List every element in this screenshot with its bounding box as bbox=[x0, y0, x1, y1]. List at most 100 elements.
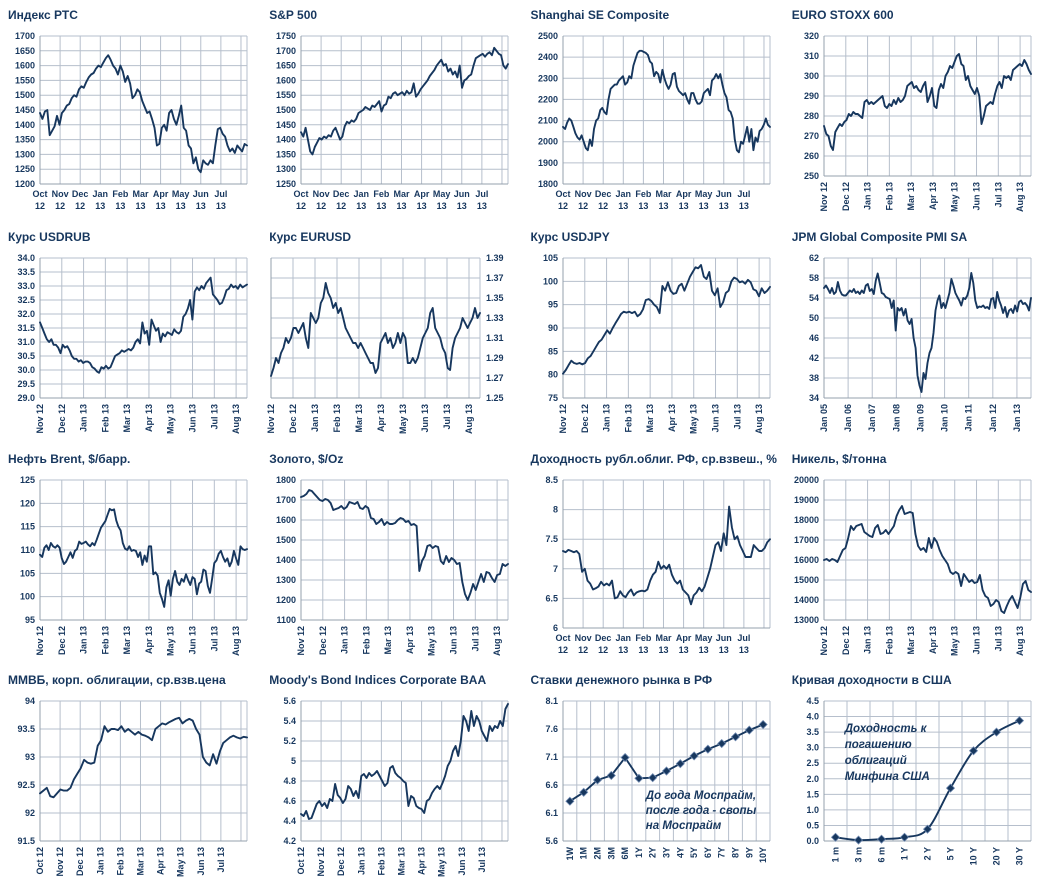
x-tick-label: Nov 12 bbox=[313, 189, 330, 211]
x-tick-label: Jun 13 bbox=[449, 626, 459, 655]
x-tick-label: May 13 bbox=[949, 182, 959, 212]
x-tick-label: Aug 13 bbox=[1015, 182, 1025, 212]
x-tick-label: Nov 12 bbox=[558, 404, 568, 434]
x-tick-label: Apr 13 bbox=[156, 847, 166, 875]
x-tick-label: Apr 13 bbox=[144, 626, 154, 654]
x-tick-label: Dec 12 bbox=[579, 404, 589, 433]
y-tick-label: 1.37 bbox=[486, 273, 504, 283]
y-tick-label: 91.5 bbox=[17, 836, 35, 846]
diamond-marker bbox=[647, 773, 657, 783]
x-tick-label: May 13 bbox=[166, 626, 176, 656]
y-tick-label: 125 bbox=[20, 475, 35, 485]
chart-cell-ммвб-корп-облигации-ср-взв-цена: ММВБ, корп. облигации, ср.взв.цена Oct 12… bbox=[0, 665, 261, 887]
x-tick-label: Jan 08 bbox=[891, 404, 901, 432]
x-tick-label: Jun 13 bbox=[188, 626, 198, 655]
chart-title: Moody's Bond Indices Corporate BAA bbox=[269, 673, 487, 688]
y-tick-label: 6 bbox=[552, 623, 557, 633]
x-tick-label: Nov 12 bbox=[574, 189, 591, 211]
x-tick-label: Jan 07 bbox=[867, 404, 877, 432]
x-tick-label: Jan 13 bbox=[601, 404, 611, 432]
x-tick-label: Jan 13 bbox=[862, 626, 872, 654]
y-tick-label: 30.0 bbox=[17, 365, 35, 375]
x-tick-label: Dec 12 bbox=[336, 847, 346, 876]
chart-annotation-line: погашению bbox=[844, 739, 911, 751]
y-tick-label: 95 bbox=[25, 615, 35, 625]
x-tick-label: Jan 13 bbox=[93, 189, 109, 211]
x-tick-label: May 13 bbox=[694, 189, 712, 211]
x-tick-label: Aug 13 bbox=[492, 626, 502, 656]
x-tick-label: 30 Y bbox=[1014, 847, 1024, 865]
diamond-marker bbox=[853, 835, 863, 845]
x-tick-label: Dec 12 bbox=[594, 189, 611, 211]
y-tick-label: 1550 bbox=[15, 75, 35, 85]
x-tick-label: Apr 13 bbox=[675, 189, 691, 211]
x-tick-label: Feb 13 bbox=[115, 847, 125, 876]
y-tick-label: 1.29 bbox=[486, 353, 504, 363]
y-tick-label: 54 bbox=[809, 293, 819, 303]
x-tick-label: Jul 13 bbox=[442, 404, 452, 430]
x-tick-label: Jan 09 bbox=[915, 404, 925, 432]
chart-annotation-line: До года Моспрайм, bbox=[644, 790, 755, 802]
data-line bbox=[822, 504, 1032, 614]
y-tick-label: 42 bbox=[809, 353, 819, 363]
x-tick-label: Feb 13 bbox=[884, 182, 894, 211]
y-tick-label: 1800 bbox=[537, 179, 557, 189]
chart-plot-jpm-global-composite-pmi-sa: Jan 05 Jan 06 Jan 07 Jan 08 Jan 09 Jan 10 Jan … bbox=[809, 253, 1032, 432]
x-tick-label: Mar 13 bbox=[397, 847, 407, 876]
x-tick-label: Nov 12 bbox=[316, 847, 326, 877]
y-tick-label: 33.5 bbox=[17, 267, 35, 277]
data-line bbox=[822, 53, 1032, 151]
y-tick-label: 92.5 bbox=[17, 780, 35, 790]
x-tick-label: Jun 13 bbox=[420, 404, 430, 433]
y-tick-label: 5.6 bbox=[545, 836, 558, 846]
y-tick-label: 1800 bbox=[276, 475, 296, 485]
x-tick-label: Jan 13 bbox=[79, 626, 89, 654]
chart-cell-золото-oz: Золото, $/Oz Nov 12 Dec 12 Jan 13 Feb 13 Mar … bbox=[261, 444, 522, 666]
data-line bbox=[300, 488, 510, 601]
x-tick-label: Dec 12 bbox=[75, 847, 85, 876]
chart-plot-золото-oz: Nov 12 Dec 12 Jan 13 Feb 13 Mar 13 Apr 13 May … bbox=[276, 475, 510, 656]
diamond-marker bbox=[592, 775, 602, 785]
x-tick-label: Jan 13 bbox=[615, 633, 631, 655]
x-tick-label: Mar 13 bbox=[906, 182, 916, 211]
y-tick-label: 3.5 bbox=[806, 727, 819, 737]
chart-title: ММВБ, корп. облигации, ср.взв.цена bbox=[8, 673, 226, 688]
y-tick-label: 1600 bbox=[276, 75, 296, 85]
x-tick-label: May 13 bbox=[427, 626, 437, 656]
y-tick-label: 2400 bbox=[537, 52, 557, 62]
y-tick-label: 1.33 bbox=[486, 313, 504, 323]
y-tick-label: 1300 bbox=[276, 164, 296, 174]
diamond-marker bbox=[830, 832, 840, 843]
y-tick-label: 6.1 bbox=[545, 808, 558, 818]
x-tick-label: Dec 12 bbox=[333, 189, 350, 211]
y-tick-label: 46 bbox=[809, 333, 819, 343]
x-tick-label: Jan 11 bbox=[963, 404, 973, 432]
y-tick-label: 5.6 bbox=[284, 696, 297, 706]
x-tick-label: Nov 12 bbox=[574, 633, 591, 655]
x-tick-label: Nov 12 bbox=[35, 404, 45, 434]
chart-title: Золото, $/Oz bbox=[269, 451, 344, 466]
y-tick-label: 1600 bbox=[15, 61, 35, 71]
y-tick-label: 1350 bbox=[276, 149, 296, 159]
x-tick-label: Feb 13 bbox=[884, 626, 894, 655]
y-tick-label: 4.2 bbox=[284, 836, 297, 846]
y-tick-label: 58 bbox=[809, 273, 819, 283]
x-tick-label: 6Y bbox=[702, 847, 712, 858]
x-tick-label: Oct 12 bbox=[294, 189, 309, 211]
x-tick-label: Nov 12 bbox=[819, 182, 829, 212]
x-tick-label: 2 Y bbox=[922, 847, 932, 860]
x-tick-label: Dec 12 bbox=[841, 182, 851, 211]
data-line bbox=[561, 263, 771, 375]
data-line bbox=[561, 49, 771, 154]
y-tick-label: 1450 bbox=[276, 120, 296, 130]
x-tick-label: Mar 13 bbox=[122, 404, 132, 433]
x-tick-label: 5 Y bbox=[945, 847, 955, 860]
x-tick-label: Aug 13 bbox=[464, 404, 474, 434]
y-tick-label: 31.5 bbox=[17, 323, 35, 333]
y-tick-label: 32.0 bbox=[17, 309, 35, 319]
y-tick-label: 1250 bbox=[15, 164, 35, 174]
y-tick-label: 1.0 bbox=[806, 805, 819, 815]
x-tick-label: Jul 13 bbox=[993, 182, 1003, 208]
x-tick-label: Nov 12 bbox=[819, 626, 829, 656]
y-tick-label: 1500 bbox=[15, 90, 35, 100]
